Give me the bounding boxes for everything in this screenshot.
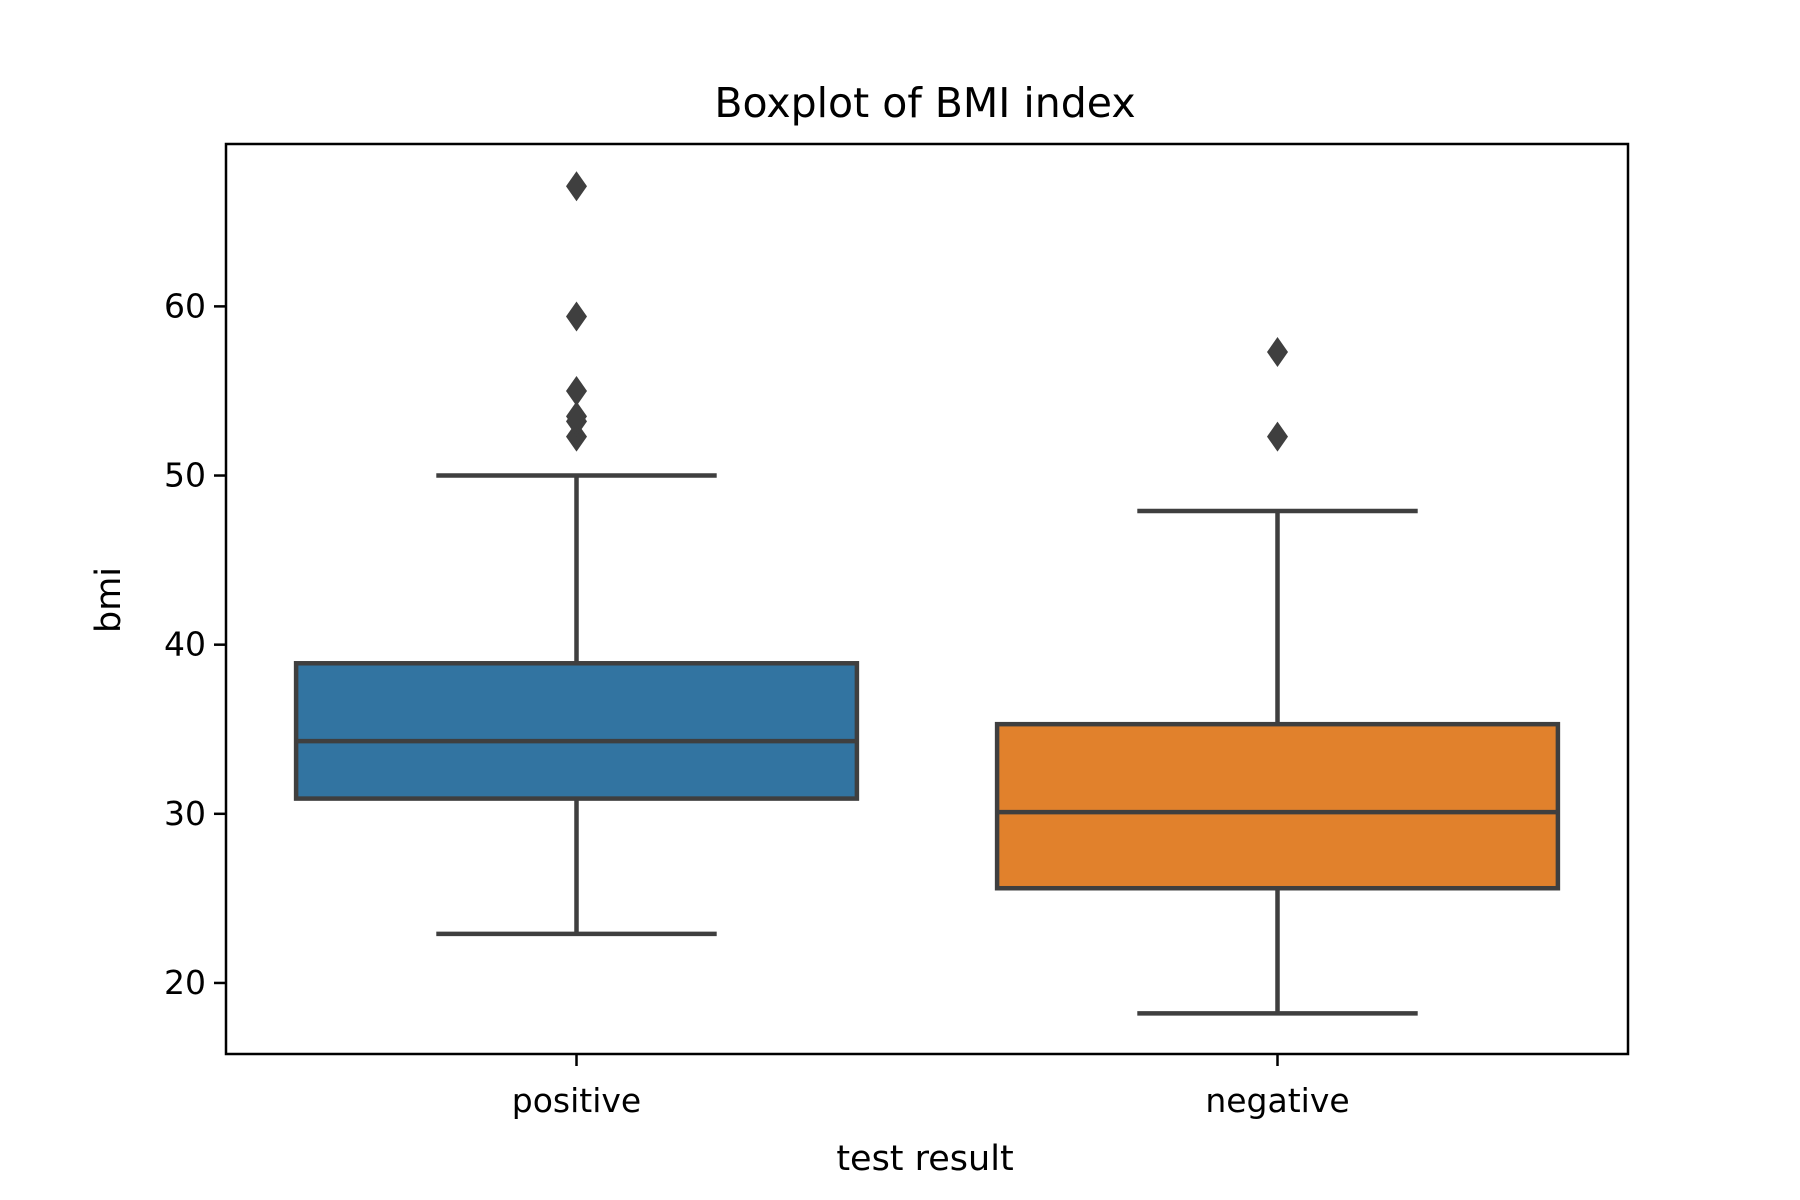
plot-frame <box>224 142 1630 1056</box>
y-axis: 20 30 40 50 60 <box>164 286 226 1002</box>
y-axis-label: bmi <box>89 567 129 633</box>
x-tick-label: positive <box>512 1081 641 1120</box>
outlier-point <box>566 301 587 332</box>
outlier-point <box>1267 337 1288 368</box>
outlier-point <box>1267 421 1288 452</box>
y-tick-label: 30 <box>164 794 206 833</box>
boxes-layer <box>293 171 1561 1016</box>
box-group-negative <box>994 337 1561 1016</box>
chart-title: Boxplot of BMI index <box>714 79 1135 127</box>
y-tick-label: 50 <box>164 456 206 495</box>
y-tick-label: 60 <box>164 286 206 325</box>
outlier-point <box>566 375 587 406</box>
x-axis: positive negative <box>512 1054 1350 1120</box>
outlier-point <box>566 171 587 202</box>
y-tick-label: 20 <box>164 963 206 1002</box>
box-group-positive <box>293 171 860 937</box>
x-axis-label: test result <box>836 1139 1013 1179</box>
box-iqr <box>994 721 1561 891</box>
x-tick-label: negative <box>1205 1081 1349 1120</box>
outlier-point <box>566 421 587 452</box>
outlier-point <box>566 401 587 432</box>
box-iqr <box>293 661 860 801</box>
y-tick-label: 40 <box>164 625 206 664</box>
